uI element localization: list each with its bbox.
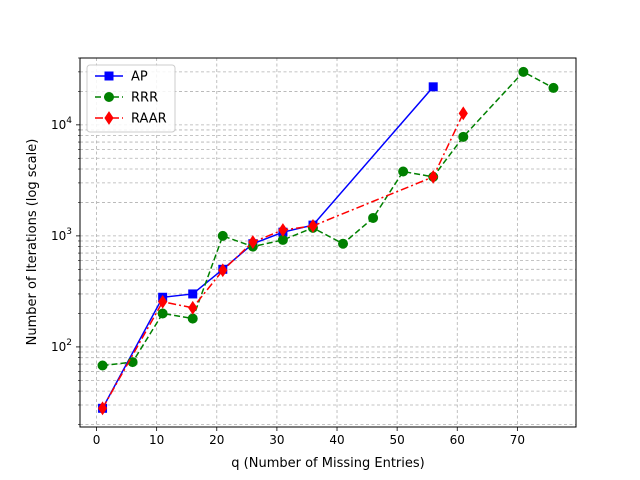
data-point-raar [97,401,108,416]
legend-marker [104,71,114,81]
x-axis: 0 10 20 30 40 50 60 70 [93,427,525,447]
data-point-rrr [97,360,108,371]
legend: AP RRR RAAR [86,64,176,133]
data-point-raar [218,263,228,278]
data-point-rrr [398,166,409,177]
x-tick-label: 40 [329,433,344,447]
x-tick-label: 70 [510,433,525,447]
data-point-rrr [458,131,469,142]
legend-label: RAAR [131,112,167,127]
data-point-rrr [368,212,379,223]
x-tick-label: 30 [269,433,284,447]
plot-frame [79,57,577,428]
data-point-raar [458,106,468,121]
legend-label: AP [131,70,148,85]
x-tick-label: 50 [389,433,404,447]
data-point-raar [188,300,198,315]
x-tick-label: 10 [149,433,164,447]
data-point-ap [188,289,198,299]
legend-marker [104,92,114,102]
data-point-rrr [217,230,228,241]
data-point-rrr [548,82,559,93]
y-axis-label: Number of Iterations (log scale) [25,139,40,346]
series-raar [97,106,468,416]
data-point-raar [278,223,288,237]
series-layer [97,66,559,416]
x-axis-label: q (Number of Missing Entries) [231,456,424,471]
series-line-ap [101,86,434,409]
legend-label: RRR [131,91,158,106]
data-point-raar [428,169,438,184]
data-point-ap [428,82,438,92]
x-tick-label: 60 [450,433,465,447]
data-point-rrr [518,66,529,77]
y-tick-label: 104 [51,116,72,132]
x-tick-label: 20 [209,433,224,447]
y-tick-label: 102 [51,338,72,354]
data-point-rrr [187,313,198,324]
x-tick-label: 0 [93,433,101,447]
y-tick-label: 103 [51,227,72,243]
data-point-raar [248,235,258,249]
data-point-raar [308,218,318,233]
y-axis: 102 103 104 [51,57,80,425]
legend-marker [104,111,114,125]
data-point-rrr [157,308,168,319]
data-point-raar [158,294,168,309]
data-point-rrr [338,238,349,249]
